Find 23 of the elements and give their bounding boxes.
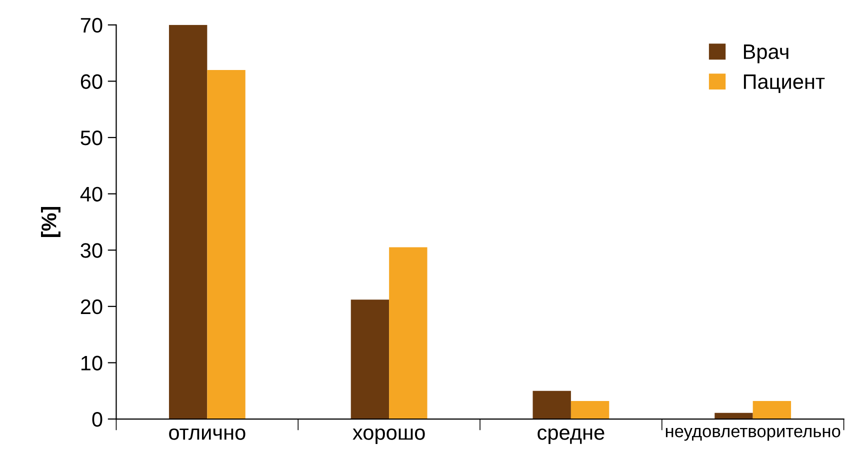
y-tick-label: 30 — [80, 243, 102, 258]
bar — [168, 24, 208, 420]
y-tick-label: 20 — [80, 299, 102, 314]
y-axis-title: [%] — [41, 206, 60, 237]
bar — [207, 70, 246, 420]
x-tick-label: хорошо — [352, 428, 425, 444]
bar — [389, 247, 428, 420]
bar — [714, 412, 753, 420]
bar — [570, 401, 610, 420]
y-tick-label: 70 — [80, 18, 102, 33]
bar — [532, 390, 571, 420]
y-tick-label: 40 — [80, 186, 102, 202]
bar — [752, 401, 792, 420]
y-tick-label: 0 — [92, 412, 102, 427]
x-tick-label: средне — [538, 428, 604, 444]
y-tick-label: 50 — [80, 130, 102, 146]
y-tick-label: 60 — [80, 74, 102, 89]
x-tick-label: неудовлетворительно — [666, 428, 840, 441]
y-tick-label: 10 — [81, 356, 102, 370]
bar — [350, 300, 390, 420]
x-tick-label: отлично — [169, 428, 246, 440]
legend-label: Пациент — [744, 74, 825, 93]
legend-label: Врач — [744, 44, 788, 64]
